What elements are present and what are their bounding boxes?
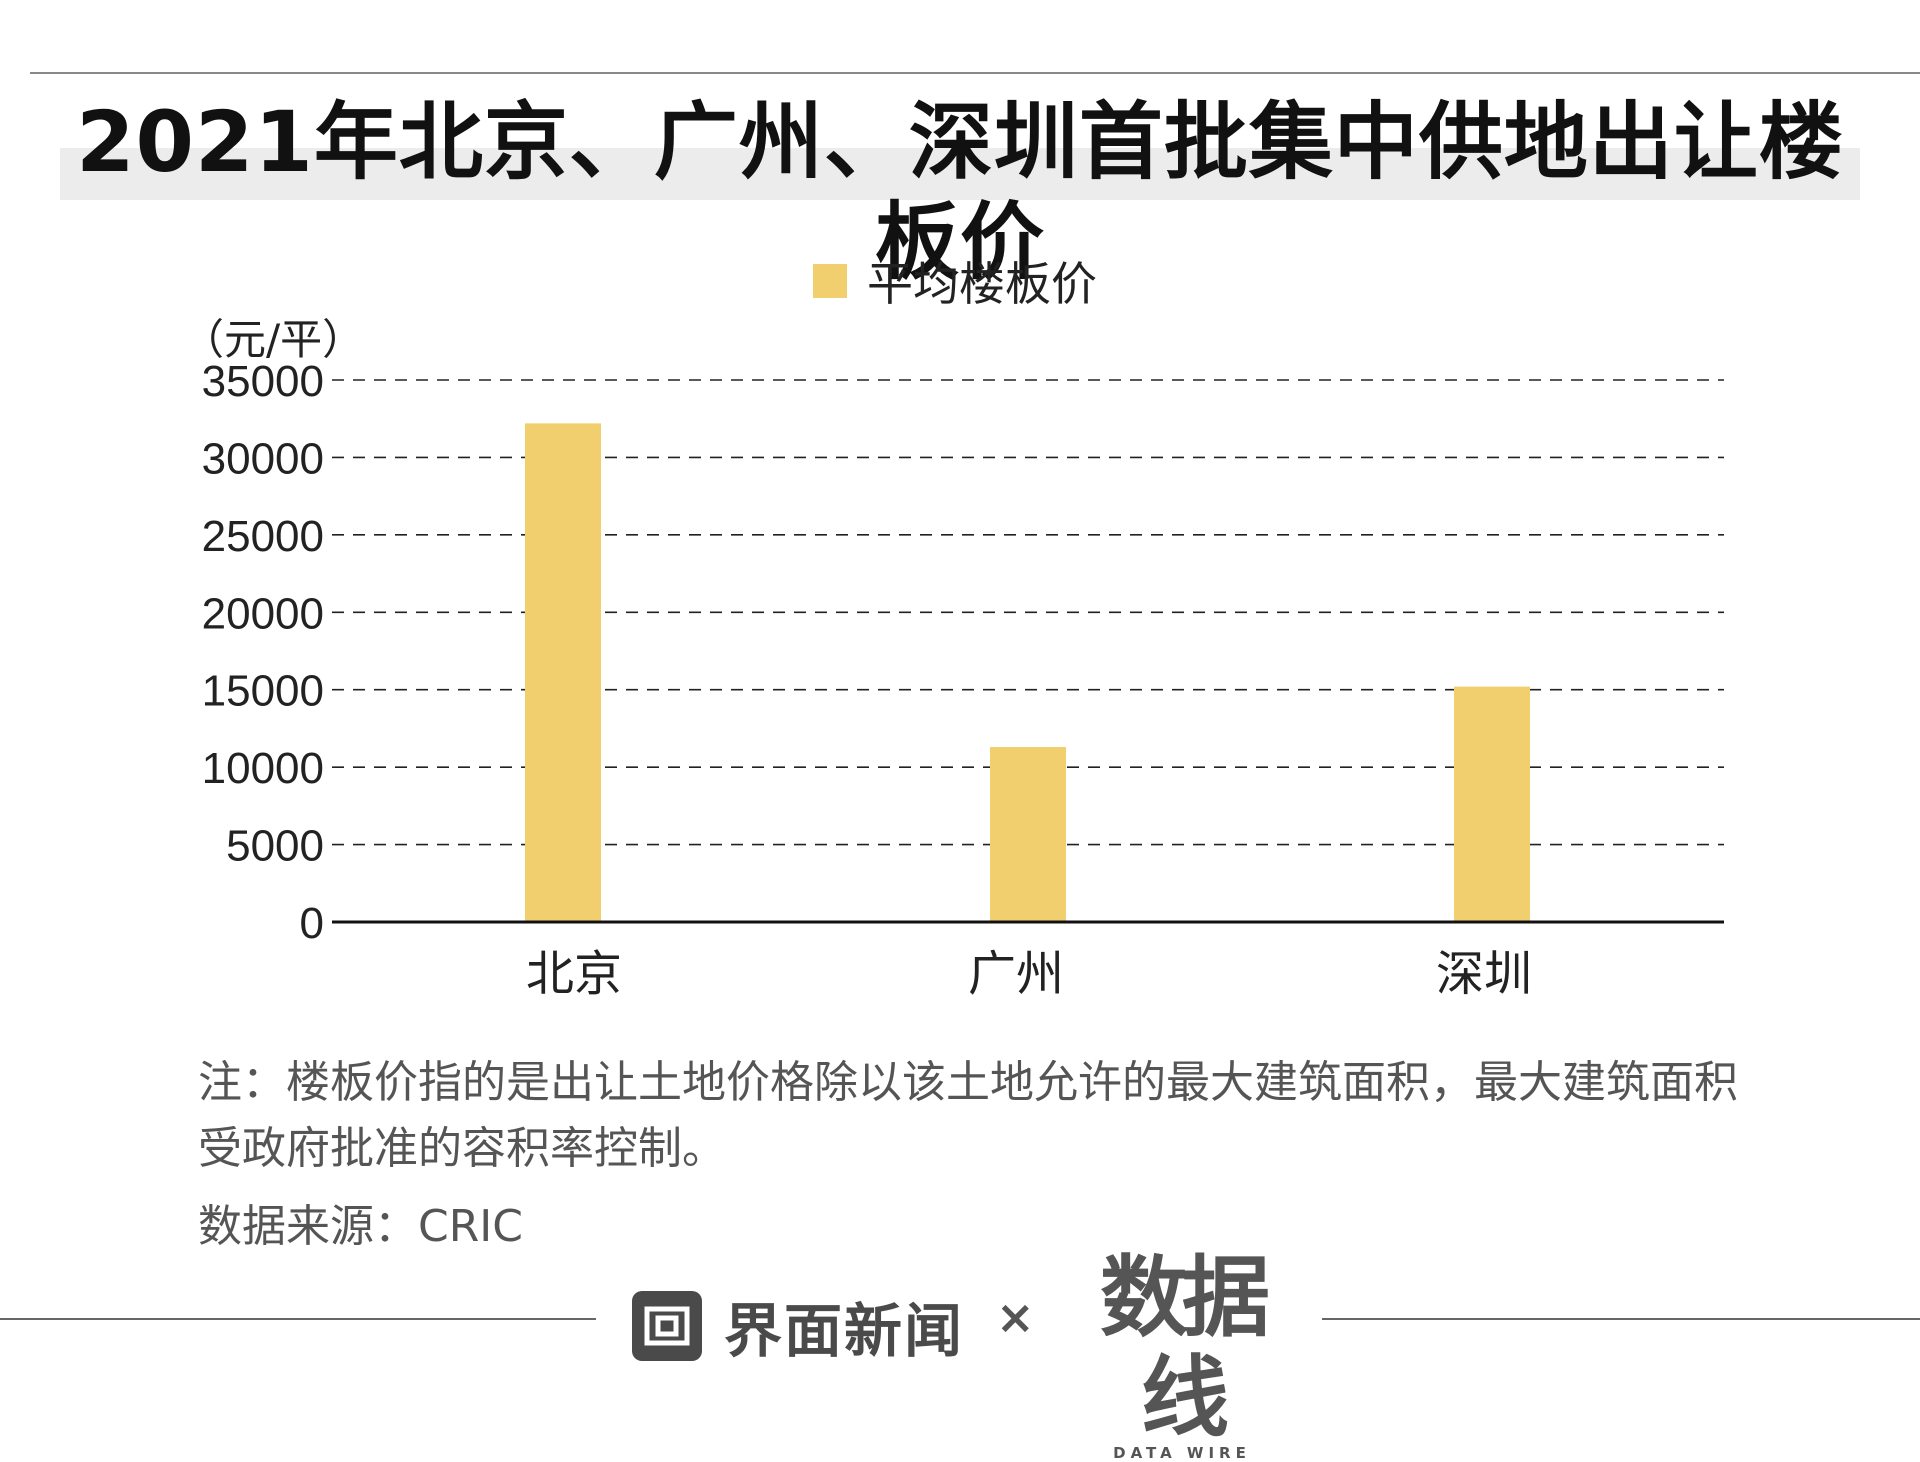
y-tick-label: 35000 (202, 357, 324, 406)
top-rule (30, 72, 1920, 74)
y-tick-label: 25000 (202, 512, 324, 561)
jiemian-logo: 界面新闻 (632, 1284, 964, 1368)
x-tick-label: 北京 (526, 946, 622, 1002)
chart-title: 2021年北京、广州、深圳首批集中供地出让楼板价 (76, 93, 1844, 291)
datawire-logo-mark: 数据线 (1099, 1246, 1270, 1449)
datawire-logo-sub: DATA WIRE (1113, 1444, 1251, 1462)
y-tick-label: 5000 (226, 822, 324, 871)
y-tick-label: 0 (300, 899, 324, 948)
x-tick-label: 深圳 (1436, 946, 1532, 1002)
y-tick-label: 20000 (202, 589, 324, 638)
datawire-logo: 数据线 DATA WIRE (1072, 1248, 1292, 1462)
footer-rule-left (0, 1318, 596, 1320)
data-source: 数据来源：CRIC (198, 1201, 523, 1252)
y-unit-label: （元/平） (182, 315, 365, 364)
y-tick-label: 15000 (202, 667, 324, 716)
chart-note: 注：楼板价指的是出让土地价格除以该土地允许的最大建筑面积，最大建筑面积受政府批准… (198, 1057, 1738, 1174)
bar (1454, 686, 1530, 922)
jiemian-logo-icon (632, 1291, 702, 1361)
footer-rule-right (1322, 1318, 1920, 1320)
y-tick-label: 30000 (202, 434, 324, 483)
bar (990, 747, 1066, 922)
bar-chart: 0 5000 10000 15000 20000 25000 30000 35000 北京 广州 深… (202, 357, 1724, 1002)
y-tick-label: 10000 (202, 744, 324, 793)
legend-swatch (813, 264, 847, 298)
bar (525, 423, 601, 922)
legend-label: 平均楼板价 (867, 257, 1097, 311)
jiemian-logo-text: 界面新闻 (724, 1297, 965, 1365)
legend: 平均楼板价 (813, 248, 1097, 314)
title-band (60, 148, 1860, 200)
times-symbol: × (996, 1290, 1035, 1344)
x-tick-label: 广州 (968, 946, 1064, 1002)
